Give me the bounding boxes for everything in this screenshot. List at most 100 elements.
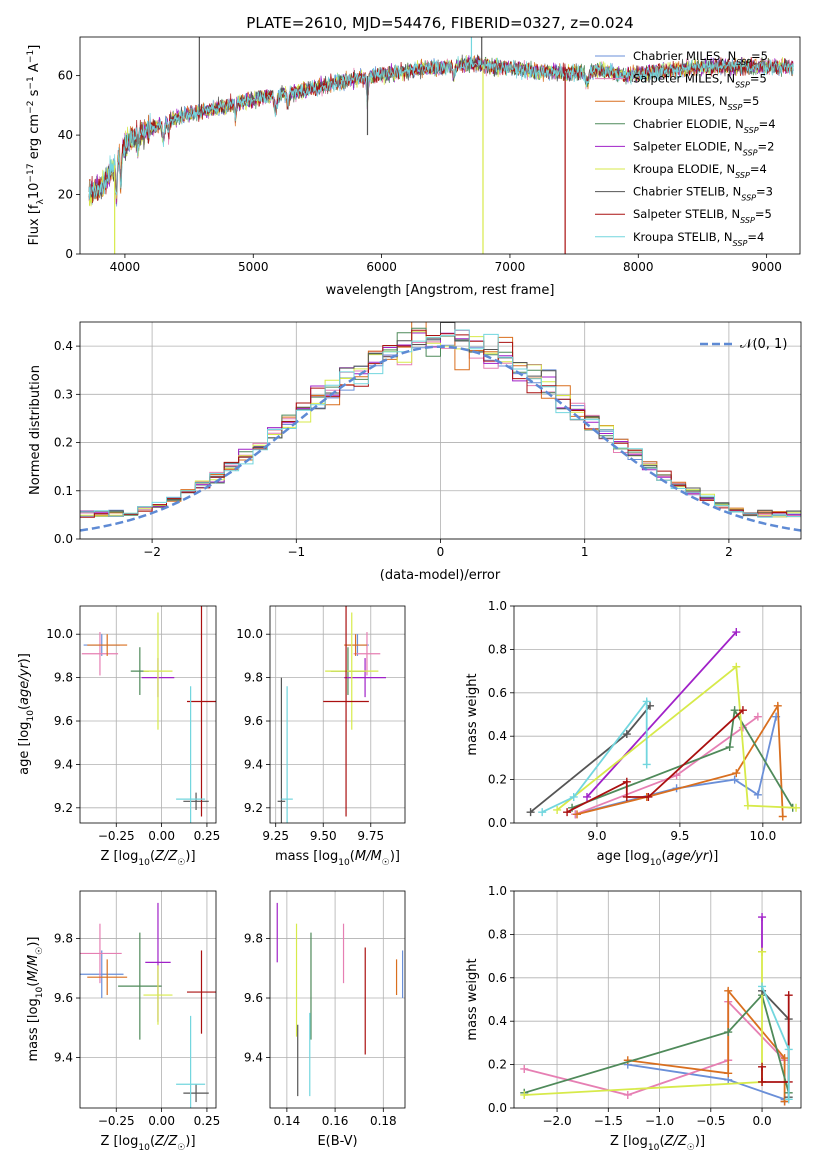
x-axis-label: Z [log10(Z/Z☉)] — [100, 1134, 195, 1153]
axes-frame — [269, 890, 406, 1109]
weight-line — [524, 993, 790, 1094]
x-axis-label: wavelength [Angstrom, rest frame] — [326, 283, 555, 298]
y-tick-label: 0.6 — [488, 686, 507, 700]
x-axis-label: mass [log10(M/M☉)] — [275, 849, 400, 868]
weight-marker — [724, 1028, 733, 1037]
weight-marker — [730, 775, 739, 784]
y-tick-label: 9.6 — [54, 991, 73, 1005]
y-tick-label: 9.8 — [244, 671, 263, 685]
y-tick-label: 9.4 — [244, 1050, 263, 1064]
weight-marker — [758, 982, 767, 991]
y-tick-label: 9.6 — [244, 991, 263, 1005]
y-tick-label: 9.4 — [54, 1050, 73, 1064]
weight-marker — [732, 628, 741, 637]
chart-age_vs_mass: 9.25 9.50 9.75 9.2 9.4 9.6 9.8 10.0 mass [log10(… — [236, 605, 406, 868]
y-tick-label: 0.4 — [488, 729, 507, 743]
x-tick-label: 5000 — [238, 260, 269, 274]
x-tick-label: −1.5 — [594, 1114, 623, 1128]
axes-frame — [79, 890, 217, 1109]
weight-marker — [644, 792, 653, 801]
weight-marker — [758, 1062, 767, 1071]
x-tick-label: −1 — [287, 545, 305, 559]
y-tick-label: 0.0 — [488, 1101, 507, 1115]
weight-marker — [753, 790, 762, 799]
plot-area — [80, 322, 801, 532]
weight-line — [541, 698, 648, 813]
legend-label: Kroupa STELIB, NSSP=4 — [633, 230, 764, 248]
weight-marker — [758, 913, 767, 922]
weight-marker — [520, 1064, 529, 1073]
weight-marker — [622, 792, 631, 801]
axes-frame — [79, 605, 217, 824]
y-tick-label: 20 — [58, 188, 73, 202]
x-tick-label: 9.25 — [262, 829, 289, 843]
weight-marker — [732, 769, 741, 778]
weight-marker — [792, 803, 801, 812]
chart-mass_vs_ebv: 0.14 0.16 0.18 9.4 9.6 9.8 E(B-V) — [244, 890, 406, 1149]
y-tick-label: 0.0 — [488, 816, 507, 830]
x-tick-label: −1.0 — [645, 1114, 674, 1128]
x-tick-label: 1 — [581, 545, 589, 559]
x-tick-label: 0.00 — [148, 829, 175, 843]
weight-marker — [642, 697, 651, 706]
x-axis-label: E(B-V) — [317, 1134, 357, 1149]
weight-marker — [582, 792, 591, 801]
weight-line — [761, 995, 790, 1083]
axes-frame — [79, 321, 802, 540]
y-tick-label: 60 — [58, 69, 73, 83]
legend-label: Kroupa ELODIE, NSSP=4 — [633, 162, 767, 180]
plot-area — [81, 606, 216, 823]
weight-marker — [724, 1069, 733, 1078]
y-tick-label: 0 — [65, 247, 73, 261]
x-tick-label: 9.75 — [357, 829, 384, 843]
legend-label: 𝒩(0, 1) — [740, 337, 787, 352]
y-tick-label: 1.0 — [488, 599, 507, 613]
x-tick-label: 8000 — [623, 260, 654, 274]
spectrum-line — [88, 55, 794, 200]
weight-marker — [563, 808, 572, 817]
weight-marker — [738, 706, 747, 715]
normal-curve — [80, 345, 801, 532]
y-tick-label: 0.2 — [488, 773, 507, 787]
weight-marker — [730, 706, 739, 715]
weight-line — [571, 707, 794, 809]
weight-marker — [538, 808, 547, 817]
x-tick-label: 6000 — [366, 260, 397, 274]
plot-area — [520, 913, 793, 1106]
x-axis-label: age [log10(age/yr)] — [597, 849, 719, 868]
y-tick-label: 9.2 — [54, 801, 73, 815]
weight-line — [575, 715, 759, 816]
x-tick-label: 9.0 — [587, 829, 606, 843]
legend-label: Salpeter STELIB, NSSP=5 — [633, 207, 772, 225]
weight-marker — [758, 1077, 767, 1086]
x-tick-label: 0.25 — [194, 829, 221, 843]
x-tick-label: −0.25 — [98, 829, 135, 843]
x-tick-label: −0.25 — [98, 1114, 135, 1128]
y-tick-label: 9.4 — [244, 757, 263, 771]
y-axis-label: mass weight — [465, 958, 480, 1040]
legend-label: Salpeter MILES, NSSP=5 — [633, 72, 767, 90]
x-tick-label: 4000 — [110, 260, 141, 274]
y-tick-label: 10.0 — [46, 627, 73, 641]
axes-frame — [513, 605, 802, 824]
y-tick-label: 9.6 — [244, 714, 263, 728]
weight-marker — [569, 792, 578, 801]
x-tick-label: 0.00 — [148, 1114, 175, 1128]
y-tick-label: 0.2 — [54, 436, 73, 450]
weight-marker — [526, 808, 535, 817]
y-tick-label: 9.2 — [244, 801, 263, 815]
weight-marker — [778, 812, 787, 821]
x-axis-label: Z [log10(Z/Z☉)] — [610, 1134, 705, 1153]
chart-residuals: −2 −1 0 1 2 0.0 0.1 0.2 0.3 0.4 (data-model)/error… — [28, 321, 802, 583]
weight-marker — [642, 760, 651, 769]
weight-marker — [743, 801, 752, 810]
y-tick-label: 0.2 — [488, 1058, 507, 1072]
chart-mass_vs_Z: −0.25 0.00 0.25 9.4 9.6 9.8 Z [log10(Z/Z☉)] mas… — [26, 890, 220, 1153]
legend-label: Salpeter ELODIE, NSSP=2 — [633, 139, 774, 157]
weight-marker — [622, 730, 631, 739]
weight-marker — [780, 1097, 789, 1106]
y-tick-label: 10.0 — [236, 627, 263, 641]
x-tick-label: 10.0 — [749, 829, 776, 843]
weight-marker — [780, 1054, 789, 1063]
chart-weight_vs_age: 9.0 9.5 10.0 0.0 0.2 0.4 0.6 0.8 1.0 age [log10(a… — [465, 599, 802, 868]
